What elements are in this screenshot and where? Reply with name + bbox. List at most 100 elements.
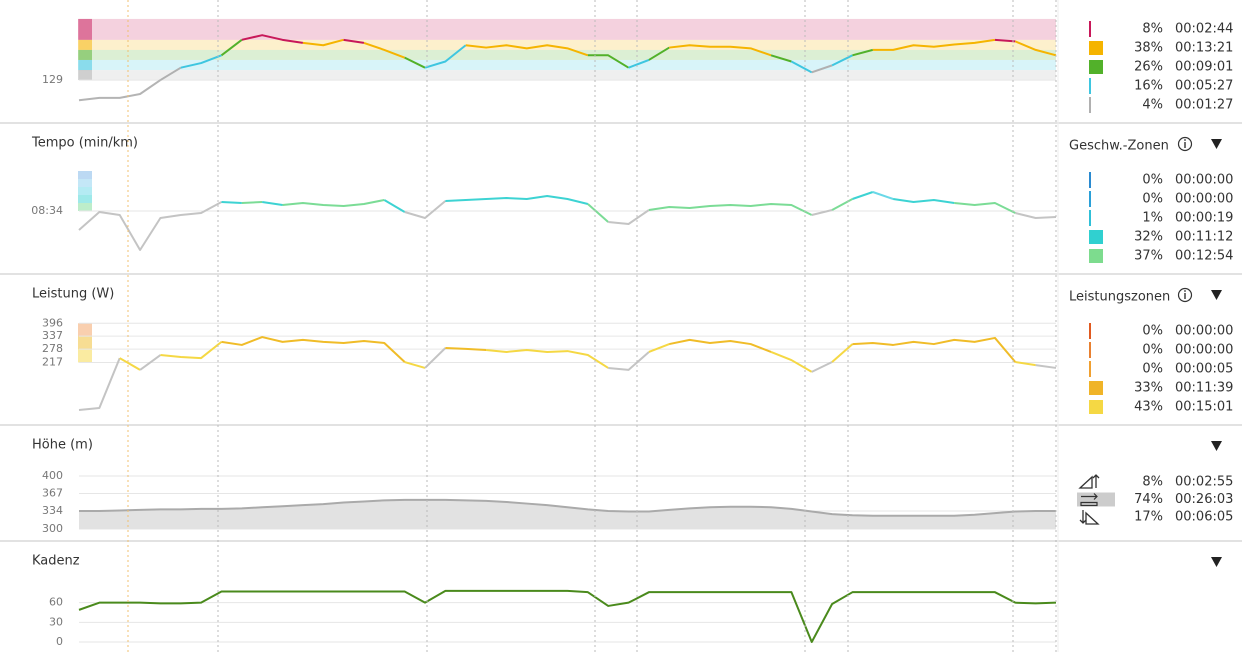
line-segment: [811, 64, 833, 74]
legend-percent: 0%: [1142, 192, 1163, 207]
dropdown[interactable]: [1211, 441, 1222, 451]
legend-percent: 0%: [1142, 173, 1163, 188]
line-segment: [78, 79, 161, 102]
line-segment: [648, 46, 670, 61]
line-segment: [221, 336, 406, 363]
legend-time: 00:13:21: [1175, 41, 1233, 56]
zone-box: [78, 18, 92, 40]
panel-title: Höhe (m): [32, 438, 93, 453]
legend-marker: [1089, 249, 1103, 263]
legend-marker: [1089, 381, 1103, 395]
line-segment: [811, 209, 833, 216]
line-segment: [445, 195, 589, 205]
dropdown[interactable]: [1211, 557, 1222, 567]
legend-percent: 0%: [1142, 343, 1163, 358]
panel-title: Leistung (W): [32, 287, 114, 302]
line-segment: [78, 357, 121, 411]
legend-marker: [1089, 60, 1103, 74]
zone-box: [78, 39, 92, 50]
line-segment: [302, 38, 344, 47]
line-segment: [608, 209, 650, 225]
line-segment: [831, 343, 854, 363]
line-segment: [159, 66, 182, 81]
zone-band: [79, 70, 1056, 81]
y-tick-label: 30: [49, 615, 63, 628]
line-segment: [770, 351, 813, 373]
legend-marker: [1089, 21, 1091, 37]
y-tick-label: 367: [42, 486, 63, 499]
legend-time: 00:15:01: [1175, 400, 1233, 415]
line-segment: [852, 336, 1017, 363]
zone-box: [78, 336, 92, 350]
line-segment: [852, 48, 874, 57]
legend-percent: 17%: [1134, 510, 1163, 525]
line-segment: [669, 44, 772, 57]
legend-time: 00:00:00: [1175, 173, 1233, 188]
panel-title: Kadenz: [32, 554, 80, 569]
line-segment: [343, 38, 365, 44]
legend-time: 00:26:03: [1175, 492, 1233, 507]
line-segment: [994, 38, 1016, 43]
line-segment: [424, 347, 447, 369]
legend-percent: 37%: [1134, 249, 1163, 264]
line-segment: [424, 44, 467, 69]
line-segment: [770, 54, 792, 63]
legend-time: 00:00:05: [1175, 362, 1233, 377]
line-segment: [485, 348, 609, 369]
legend-time: 00:11:12: [1175, 230, 1233, 245]
line-segment: [404, 56, 426, 69]
line-segment: [363, 41, 406, 59]
line-segment: [282, 199, 385, 207]
line-segment: [954, 202, 1016, 214]
y-tick-label: 60: [49, 596, 63, 609]
dropdown[interactable]: [1211, 139, 1222, 149]
line-segment: [1015, 361, 1036, 367]
line-segment: [180, 54, 222, 69]
zone-band: [79, 18, 1056, 40]
legend-percent: 4%: [1142, 98, 1163, 113]
line-segment: [78, 589, 1057, 643]
legend-marker: [1089, 210, 1091, 226]
legend-percent: 32%: [1134, 230, 1163, 245]
line-segment: [1014, 40, 1057, 57]
line-segment: [872, 38, 996, 51]
legend-percent: 33%: [1134, 381, 1163, 396]
dropdown[interactable]: [1211, 290, 1222, 300]
legend-percent: 8%: [1142, 22, 1163, 37]
line-segment: [404, 200, 447, 219]
line-segment: [221, 201, 242, 204]
legend-time: 00:05:27: [1175, 79, 1233, 94]
line-segment: [587, 203, 609, 223]
line-segment: [119, 357, 141, 371]
info-icon: [1177, 287, 1193, 303]
legend-marker: [1089, 400, 1103, 414]
legend-percent: 74%: [1134, 492, 1163, 507]
panel-title: Tempo (min/km): [31, 136, 138, 151]
legend-percent: 1%: [1142, 211, 1163, 226]
legend-percent: 38%: [1134, 41, 1163, 56]
legend-time: 00:11:39: [1175, 381, 1233, 396]
line-segment: [241, 34, 304, 44]
y-tick-label: 278: [42, 342, 63, 355]
legend-time: 00:02:55: [1175, 475, 1233, 490]
legend-marker: [1089, 342, 1091, 358]
y-tick-label: 334: [42, 504, 63, 517]
line-segment: [160, 341, 223, 360]
info-icon-dot: [1184, 290, 1186, 292]
line-segment: [404, 361, 426, 369]
line-segment: [241, 201, 263, 204]
line-segment: [262, 201, 283, 206]
zone-box: [78, 187, 92, 195]
zone-box: [78, 49, 92, 60]
legend-icon-bg: [1077, 492, 1115, 507]
zone-band: [79, 39, 1056, 50]
legend-time: 00:00:00: [1175, 192, 1233, 207]
line-segment: [648, 343, 670, 353]
y-tick-label: 300: [42, 522, 63, 535]
line-segment: [852, 191, 874, 200]
line-segment: [220, 39, 243, 57]
legend-marker: [1089, 230, 1103, 244]
line-segment: [1035, 364, 1057, 369]
